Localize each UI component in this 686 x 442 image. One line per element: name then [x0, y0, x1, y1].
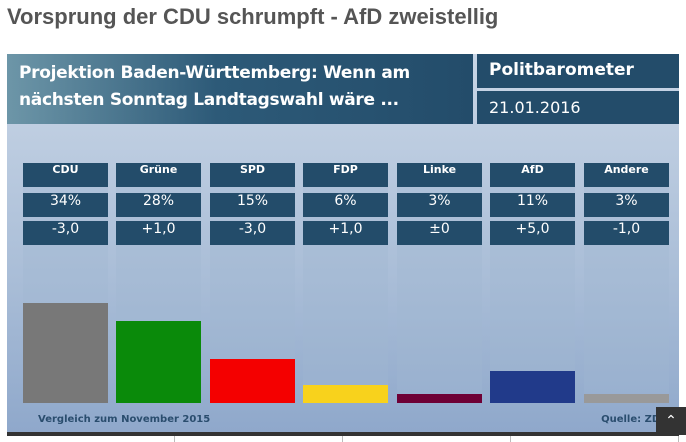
chart-graphic: Projektion Baden-Württemberg: Wenn am näc… — [7, 54, 679, 432]
party-label: FDP — [303, 163, 388, 187]
bar-afd — [490, 370, 575, 403]
tab[interactable] — [511, 436, 679, 442]
value-label: 15% — [210, 193, 295, 217]
value-label: 6% — [303, 193, 388, 217]
value-label: 11% — [490, 193, 575, 217]
bar-grüne — [116, 320, 201, 403]
bar-spd — [210, 358, 295, 403]
column-grüne: Grüne 28% +1,0 — [116, 163, 201, 403]
party-label: Linke — [397, 163, 482, 187]
chevron-up-icon: ⌃ — [665, 413, 677, 429]
column-cdu: CDU 34% -3,0 — [23, 163, 108, 403]
change-label: -1,0 — [584, 221, 669, 245]
date: 21.01.2016 — [477, 91, 679, 124]
chart-title: Projektion Baden-Württemberg: Wenn am näc… — [7, 54, 473, 124]
party-label: AfD — [490, 163, 575, 187]
title-line-2: nächsten Sonntag Landtagswahl wäre ... — [19, 90, 399, 110]
divider — [7, 432, 679, 436]
scroll-top-button[interactable]: ⌃ — [656, 407, 686, 435]
change-label: ±0 — [397, 221, 482, 245]
column-andere: Andere 3% -1,0 — [584, 163, 669, 403]
value-label: 3% — [584, 193, 669, 217]
comparison-note: Vergleich zum November 2015 — [38, 414, 211, 425]
party-label: SPD — [210, 163, 295, 187]
change-label: -3,0 — [210, 221, 295, 245]
title-line-1: Projektion Baden-Württemberg: Wenn am — [19, 63, 410, 83]
brand: Politbarometer — [477, 54, 679, 88]
tab[interactable] — [175, 436, 343, 442]
source-note: Quelle: ZDF — [601, 414, 667, 425]
column-spd: SPD 15% -3,0 — [210, 163, 295, 403]
column-afd: AfD 11% +5,0 — [490, 163, 575, 403]
change-label: +5,0 — [490, 221, 575, 245]
headline: Vorsprung der CDU schrumpft - AfD zweist… — [7, 4, 499, 29]
value-label: 34% — [23, 193, 108, 217]
column-linke: Linke 3% ±0 — [397, 163, 482, 403]
tab-strip — [7, 436, 679, 442]
party-label: Grüne — [116, 163, 201, 187]
change-label: -3,0 — [23, 221, 108, 245]
tab[interactable] — [343, 436, 511, 442]
party-label: Andere — [584, 163, 669, 187]
tab[interactable] — [7, 436, 175, 442]
change-label: +1,0 — [116, 221, 201, 245]
value-label: 28% — [116, 193, 201, 217]
column-fdp: FDP 6% +1,0 — [303, 163, 388, 403]
bar-cdu — [23, 303, 108, 403]
bar-linke — [397, 394, 482, 403]
value-label: 3% — [397, 193, 482, 217]
bar-andere — [584, 394, 669, 403]
party-label: CDU — [23, 163, 108, 187]
bar-fdp — [303, 385, 388, 403]
change-label: +1,0 — [303, 221, 388, 245]
